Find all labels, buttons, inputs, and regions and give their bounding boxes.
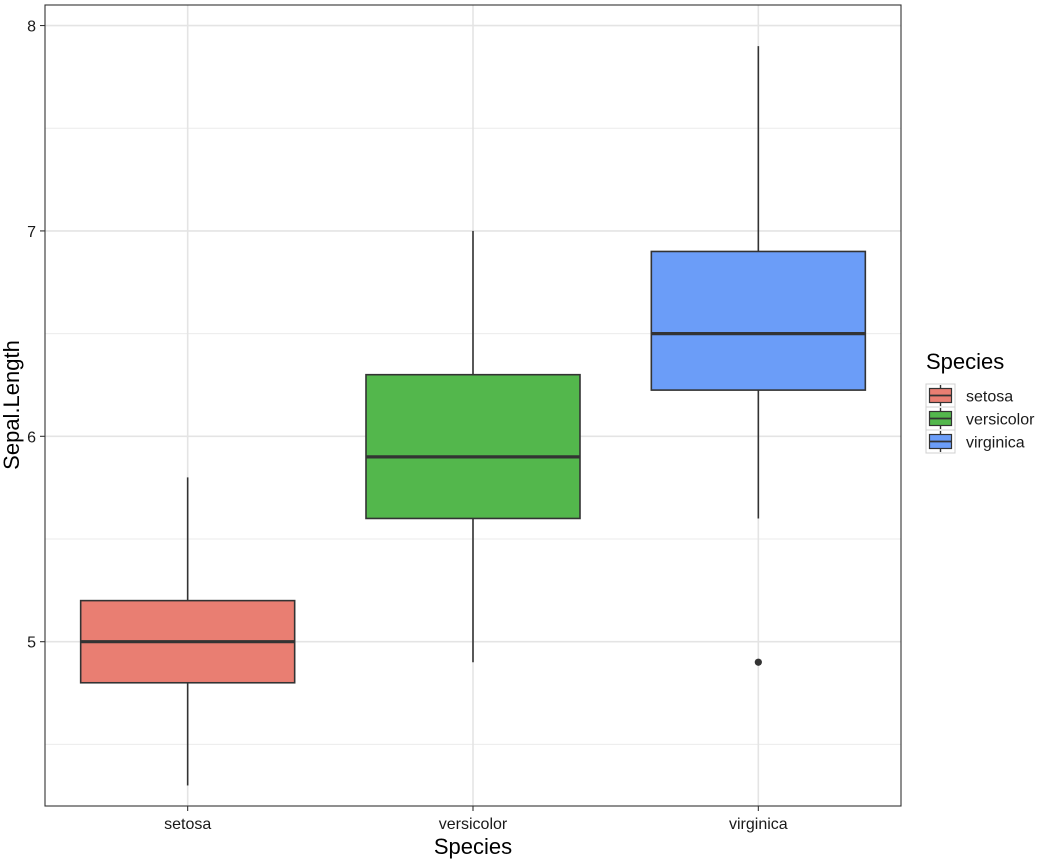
box-iqr	[650, 250, 867, 391]
y-tick-label: 5	[27, 635, 36, 652]
x-tick-label: versicolor	[439, 816, 508, 833]
legend-label: setosa	[966, 389, 1013, 406]
boxes-layer	[79, 46, 867, 786]
legend-title: Species	[926, 349, 1004, 374]
axes-layer: 5 6 7 8 setosa versicolor virginica	[27, 19, 788, 833]
legend-item-versicolor: versicolor	[925, 406, 1035, 431]
y-axis-title: Sepal.Length	[0, 340, 24, 470]
y-tick-label: 6	[27, 429, 36, 446]
outlier-point	[754, 658, 762, 666]
x-tick-label: setosa	[164, 816, 211, 833]
box-setosa	[79, 477, 296, 786]
legend-item-virginica: virginica	[925, 429, 1025, 454]
box-virginica	[650, 46, 867, 666]
box-iqr	[365, 373, 581, 520]
legend-item-setosa: setosa	[925, 383, 1013, 408]
y-tick-label: 7	[27, 224, 36, 241]
x-tick-label: virginica	[729, 816, 788, 833]
legend-label: versicolor	[966, 412, 1035, 429]
y-tick-label: 8	[27, 19, 36, 36]
legend: Species setosa versicolor virginica	[925, 349, 1035, 454]
x-axis-title: Species	[434, 834, 512, 859]
legend-label: virginica	[966, 435, 1025, 452]
box-versicolor	[365, 230, 581, 663]
